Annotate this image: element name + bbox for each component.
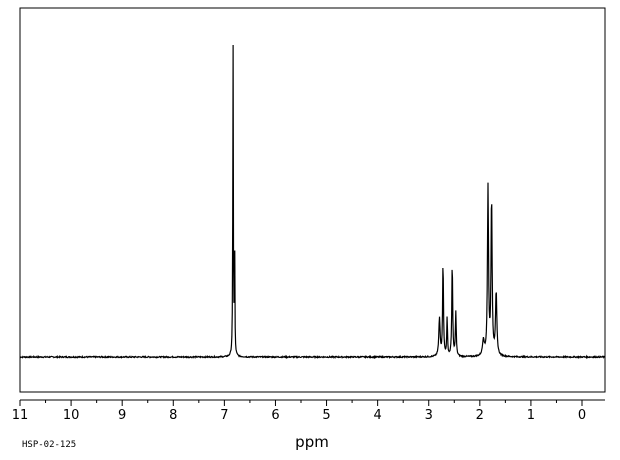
x-tick-label: 10	[63, 408, 80, 423]
sample-id-label: HSP-02-125	[22, 440, 76, 450]
x-tick-label: 4	[374, 408, 382, 423]
x-tick-label: 9	[118, 408, 126, 423]
x-tick-label: 5	[322, 408, 330, 423]
x-tick-label: 8	[169, 408, 177, 423]
plot-frame	[19, 7, 606, 393]
x-tick-label: 0	[578, 408, 586, 423]
x-axis-tick-labels: 11 10 9 8 7 6 5 4 3 2 1 0	[12, 408, 586, 423]
x-axis-ticks	[19, 400, 583, 406]
x-axis-label: ppm	[295, 433, 329, 451]
x-tick-label: 3	[425, 408, 433, 423]
x-tick-label: 6	[271, 408, 279, 423]
x-tick-label: 7	[220, 408, 228, 423]
x-tick-label: 1	[527, 408, 535, 423]
x-tick-label: 11	[12, 408, 29, 423]
x-tick-label: 2	[476, 408, 484, 423]
spectrum-trace	[19, 45, 606, 360]
